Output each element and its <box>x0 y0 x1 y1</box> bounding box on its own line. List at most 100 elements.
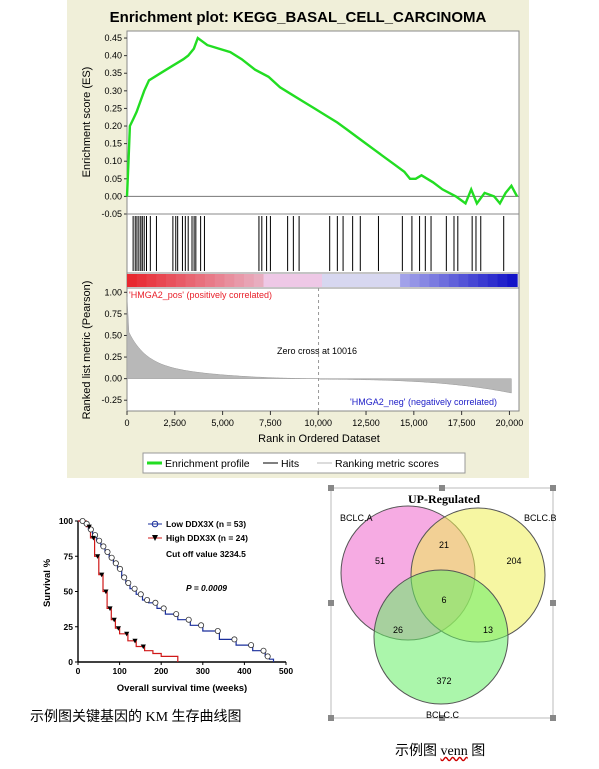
caption-venn-suffix: 图 <box>467 744 486 759</box>
gradient-segment <box>331 274 343 287</box>
gradient-segment <box>175 274 187 287</box>
km-high-censor <box>103 589 109 595</box>
km-high-censor <box>115 626 121 631</box>
handle-ml[interactable] <box>328 600 334 606</box>
venn-label-c: BCLC.C <box>426 710 460 720</box>
km-y-tick-label: 25 <box>64 622 74 632</box>
metric-y-tick-label: 0.00 <box>104 374 122 384</box>
gradient-segment <box>146 274 157 287</box>
km-low-censor <box>231 636 238 643</box>
metric-y-ticks: 1.00 0.75 0.50 0.25 0.00 -0.25 <box>101 287 127 405</box>
gradient-segment <box>214 274 226 287</box>
venn-set-c <box>373 569 509 705</box>
gsea-x-tick-label: 7,500 <box>259 418 282 428</box>
km-low-censor <box>125 580 132 587</box>
gradient-segment <box>127 274 138 287</box>
gradient-segment <box>497 274 508 287</box>
gradient-segment <box>351 274 362 287</box>
es-y-tick-label: 0.30 <box>104 86 122 96</box>
es-y-tick-label: 0.20 <box>104 121 122 131</box>
metric-y-tick-label: 0.25 <box>104 352 122 362</box>
km-low-censor <box>112 560 119 567</box>
venn-diagram: UP-Regulated BCLC.A BCLC.B BCLC.C 51 204… <box>328 485 557 721</box>
km-low-censor <box>173 611 180 618</box>
es-y-tick-label: 0.05 <box>104 174 122 184</box>
handle-bl[interactable] <box>328 715 334 721</box>
rank-gradient-bar <box>127 274 518 287</box>
gradient-segment <box>205 274 216 287</box>
km-censor-marks <box>79 517 271 660</box>
es-y-tick-label: 0.10 <box>104 156 122 166</box>
km-low-censor <box>248 642 255 649</box>
gradient-segment <box>244 274 255 287</box>
km-axes: 0 25 50 75 100 0 100 200 300 400 500 <box>59 516 294 676</box>
venn-region-bc: 13 <box>483 625 493 635</box>
handle-mr[interactable] <box>550 600 556 606</box>
km-high-censor <box>111 617 117 623</box>
gradient-segment <box>448 274 460 287</box>
km-low-censor <box>108 554 115 561</box>
gradient-segment <box>322 274 333 287</box>
es-ylabel: Enrichment score (ES) <box>81 67 93 178</box>
km-high-censor <box>107 606 113 611</box>
km-low-censor <box>131 585 138 592</box>
gsea-x-tick-label: 2,500 <box>164 418 187 428</box>
caption-venn: 示例图 venn 图 <box>395 740 485 760</box>
km-low-censor <box>96 537 103 544</box>
gsea-xlabel: Rank in Ordered Dataset <box>258 433 380 445</box>
gradient-segment <box>195 274 206 287</box>
gradient-segment <box>166 274 177 287</box>
caption-km: 示例图关键基因的 KM 生存曲线图 <box>30 710 242 725</box>
gsea-x-tick-label: 10,000 <box>304 418 332 428</box>
km-high-censor <box>90 535 96 541</box>
metric-y-tick-label: 0.75 <box>104 309 122 319</box>
km-legend-high-marker <box>152 535 158 541</box>
km-low-censor <box>198 622 205 629</box>
gradient-segment <box>439 274 450 287</box>
metric-plot-area <box>126 287 520 412</box>
venn-title: UP-Regulated <box>408 492 480 506</box>
gradient-segment <box>185 274 196 287</box>
gradient-segment <box>273 274 284 287</box>
handle-tr[interactable] <box>550 485 556 491</box>
km-legend-low: Low DDX3X (n = 53) <box>166 519 246 529</box>
handle-bc[interactable] <box>439 715 445 721</box>
km-pvalue: P = 0.0009 <box>186 583 227 593</box>
handle-br[interactable] <box>550 715 556 721</box>
hits-group <box>132 216 505 271</box>
gradient-segment <box>234 274 245 287</box>
km-low-censor <box>214 628 221 635</box>
km-low-censor <box>121 574 128 581</box>
handle-tc[interactable] <box>439 485 445 491</box>
gradient-segment <box>253 274 265 287</box>
caption-venn-word: venn <box>440 744 468 759</box>
gradient-segment <box>370 274 382 287</box>
km-y-tick-label: 50 <box>64 587 74 597</box>
km-high-censor <box>124 631 130 637</box>
gradient-segment <box>419 274 430 287</box>
es-y-tick-label: 0.35 <box>104 68 122 78</box>
km-high-censor <box>132 638 138 644</box>
venn-svg: UP-Regulated BCLC.A BCLC.B BCLC.C 51 204… <box>328 485 557 721</box>
km-x-tick-label: 0 <box>76 666 81 676</box>
es-y-tick-label: -0.05 <box>101 209 122 219</box>
km-low-censor <box>160 605 167 612</box>
metric-y-tick-label: 1.00 <box>104 287 122 297</box>
gradient-segment <box>390 274 401 287</box>
gradient-segment <box>487 274 499 287</box>
venn-label-a: BCLC.A <box>340 513 373 523</box>
es-y-tick-label: 0.25 <box>104 103 122 113</box>
km-y-tick-label: 0 <box>68 657 73 667</box>
gradient-segment <box>283 274 294 287</box>
venn-region-ab: 21 <box>439 540 449 550</box>
handle-tl[interactable] <box>328 485 334 491</box>
legend-metric-label: Ranking metric scores <box>335 458 439 470</box>
gsea-x-tick-label: 12,500 <box>352 418 380 428</box>
km-x-tick-label: 400 <box>237 666 251 676</box>
gradient-segment <box>341 274 352 287</box>
zero-cross-label: Zero cross at 10016 <box>277 346 357 356</box>
km-low-censor <box>100 543 107 550</box>
es-y-ticks: -0.05 0.00 0.05 0.10 0.15 0.20 0.25 0.30 0.35 0.4… <box>101 33 127 219</box>
km-low-censor <box>79 517 86 524</box>
gsea-x-tick-label: 20,000 <box>496 418 524 428</box>
